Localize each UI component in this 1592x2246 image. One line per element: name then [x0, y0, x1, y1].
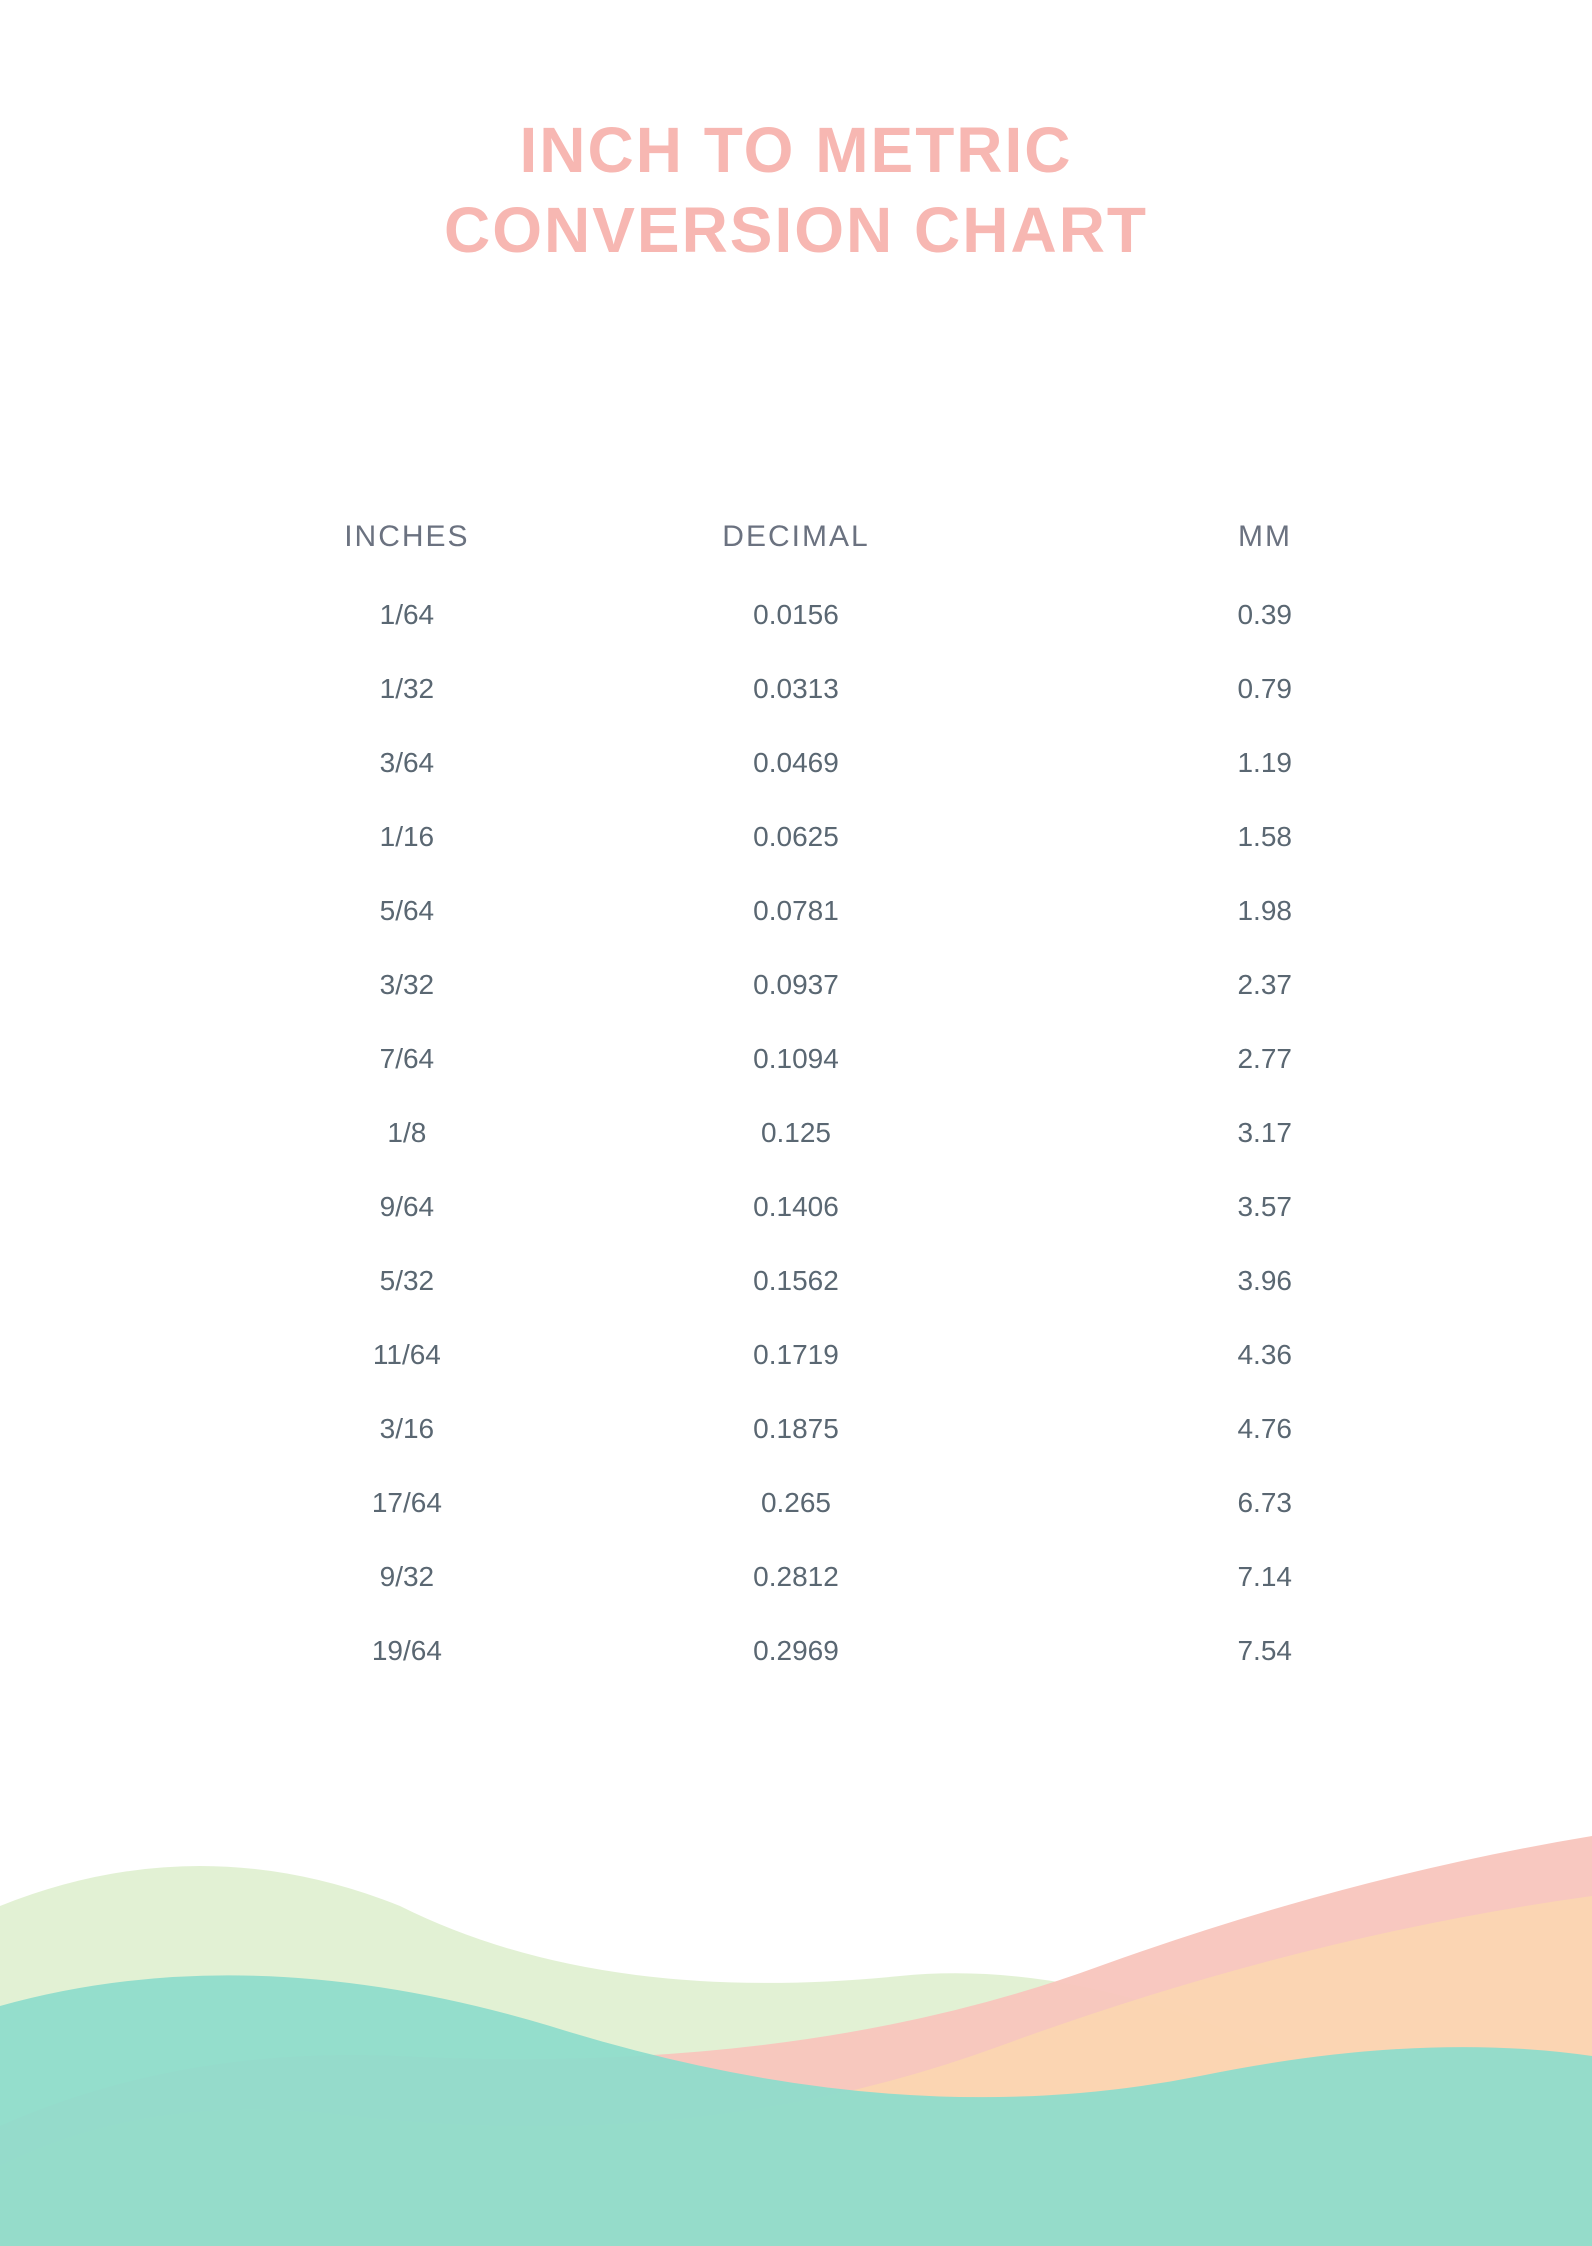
table-cell: 0.1562 — [614, 1265, 978, 1297]
table-row: 11/640.17194.36 — [260, 1339, 1332, 1371]
table-body: 1/640.01560.391/320.03130.793/640.04691.… — [260, 599, 1332, 1667]
table-cell: 0.2812 — [614, 1561, 978, 1593]
table-cell: 0.0313 — [614, 673, 978, 705]
page-title: INCH TO METRIC CONVERSION CHART — [0, 0, 1592, 270]
table-cell: 5/64 — [260, 895, 614, 927]
table-cell: 7.54 — [978, 1635, 1332, 1667]
table-cell: 0.0625 — [614, 821, 978, 853]
table-cell: 0.1406 — [614, 1191, 978, 1223]
table-cell: 7/64 — [260, 1043, 614, 1075]
table-row: 3/160.18754.76 — [260, 1413, 1332, 1445]
table-cell: 19/64 — [260, 1635, 614, 1667]
table-row: 3/320.09372.37 — [260, 969, 1332, 1001]
table-cell: 1/8 — [260, 1117, 614, 1149]
table-cell: 3/64 — [260, 747, 614, 779]
table-row: 19/640.29697.54 — [260, 1635, 1332, 1667]
table-row: 1/640.01560.39 — [260, 599, 1332, 631]
table-cell: 9/32 — [260, 1561, 614, 1593]
table-cell: 5/32 — [260, 1265, 614, 1297]
table-cell: 4.36 — [978, 1339, 1332, 1371]
table-row: 7/640.10942.77 — [260, 1043, 1332, 1075]
table-row: 17/640.2656.73 — [260, 1487, 1332, 1519]
table-cell: 3/32 — [260, 969, 614, 1001]
table-cell: 0.265 — [614, 1487, 978, 1519]
table-cell: 1/32 — [260, 673, 614, 705]
table-row: 1/160.06251.58 — [260, 821, 1332, 853]
table-cell: 3/16 — [260, 1413, 614, 1445]
table-cell: 0.0156 — [614, 599, 978, 631]
table-row: 1/80.1253.17 — [260, 1117, 1332, 1149]
title-line-2: CONVERSION CHART — [444, 194, 1148, 266]
table-row: 9/320.28127.14 — [260, 1561, 1332, 1593]
table-row: 3/640.04691.19 — [260, 747, 1332, 779]
table-row: 5/320.15623.96 — [260, 1265, 1332, 1297]
table-cell: 0.39 — [978, 599, 1332, 631]
table-cell: 2.37 — [978, 969, 1332, 1001]
column-header-decimal: DECIMAL — [614, 520, 978, 554]
page: INCH TO METRIC CONVERSION CHART INCHES D… — [0, 0, 1592, 2246]
table-cell: 0.0937 — [614, 969, 978, 1001]
table-cell: 3.96 — [978, 1265, 1332, 1297]
table-cell: 0.2969 — [614, 1635, 978, 1667]
table-cell: 0.125 — [614, 1117, 978, 1149]
conversion-table: INCHES DECIMAL MM 1/640.01560.39 1/320.03… — [0, 520, 1592, 1667]
table-cell: 0.1875 — [614, 1413, 978, 1445]
table-cell: 17/64 — [260, 1487, 614, 1519]
column-header-inches: INCHES — [260, 520, 614, 554]
table-row: 1/320.03130.79 — [260, 673, 1332, 705]
table-cell: 11/64 — [260, 1339, 614, 1371]
table-cell: 7.14 — [978, 1561, 1332, 1593]
decorative-waves — [0, 1746, 1592, 2246]
table-cell: 1.98 — [978, 895, 1332, 927]
table-cell: 6.73 — [978, 1487, 1332, 1519]
table-cell: 1/16 — [260, 821, 614, 853]
table-cell: 9/64 — [260, 1191, 614, 1223]
table-row: 5/640.07811.98 — [260, 895, 1332, 927]
table-cell: 0.0469 — [614, 747, 978, 779]
table-cell: 4.76 — [978, 1413, 1332, 1445]
table-cell: 0.0781 — [614, 895, 978, 927]
table-cell: 0.1719 — [614, 1339, 978, 1371]
table-cell: 0.1094 — [614, 1043, 978, 1075]
table-cell: 2.77 — [978, 1043, 1332, 1075]
table-cell: 0.79 — [978, 673, 1332, 705]
table-cell: 1.19 — [978, 747, 1332, 779]
table-cell: 1/64 — [260, 599, 614, 631]
column-header-mm: MM — [978, 520, 1332, 554]
title-line-1: INCH TO METRIC — [519, 114, 1072, 186]
table-row: 9/640.14063.57 — [260, 1191, 1332, 1223]
table-cell: 1.58 — [978, 821, 1332, 853]
table-cell: 3.57 — [978, 1191, 1332, 1223]
table-cell: 3.17 — [978, 1117, 1332, 1149]
table-header: INCHES DECIMAL MM — [260, 520, 1332, 554]
